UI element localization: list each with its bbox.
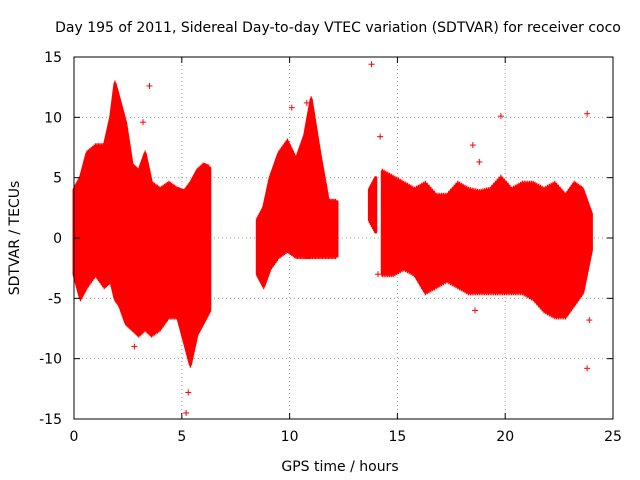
y-tick-label: -10 [39, 352, 62, 368]
outlier-point [497, 113, 504, 120]
outlier-point [146, 82, 153, 89]
outlier-point [288, 104, 295, 111]
x-tick-label: 25 [604, 429, 622, 445]
x-tick-label: 0 [70, 429, 79, 445]
axis-ticks: 0 5 10 15 20 25 -15 -10 -5 0 5 10 15 [39, 50, 622, 445]
y-axis-label: SDTVAR / TECUs [7, 181, 23, 296]
y-tick-label: 15 [44, 50, 62, 66]
outlier-point [377, 133, 384, 140]
outlier-point [374, 271, 381, 278]
x-tick-label: 15 [388, 429, 406, 445]
outlier-point [303, 99, 310, 106]
chart-title: Day 195 of 2011, Sidereal Day-to-day VTE… [55, 20, 621, 36]
y-tick-label: 5 [53, 171, 62, 187]
outlier-point [584, 110, 591, 117]
outlier-point [185, 389, 192, 396]
x-tick-label: 5 [177, 429, 186, 445]
data-envelopes [72, 80, 593, 368]
outlier-point [368, 61, 375, 68]
outlier-point [139, 119, 146, 126]
y-tick-label: -15 [39, 412, 62, 428]
outlier-markers [131, 61, 593, 416]
outlier-point [131, 343, 138, 350]
outlier-point [491, 283, 498, 290]
outlier-point [183, 409, 190, 416]
y-tick-label: -5 [48, 291, 62, 307]
y-tick-label: 10 [44, 110, 62, 126]
outlier-point [469, 142, 476, 149]
x-tick-label: 10 [281, 429, 299, 445]
outlier-point [586, 317, 593, 324]
x-tick-label: 20 [496, 429, 514, 445]
x-axis-label: GPS time / hours [281, 459, 398, 475]
outlier-point [472, 307, 479, 314]
y-tick-label: 0 [53, 231, 62, 247]
outlier-point [476, 158, 483, 165]
outlier-point [584, 365, 591, 372]
